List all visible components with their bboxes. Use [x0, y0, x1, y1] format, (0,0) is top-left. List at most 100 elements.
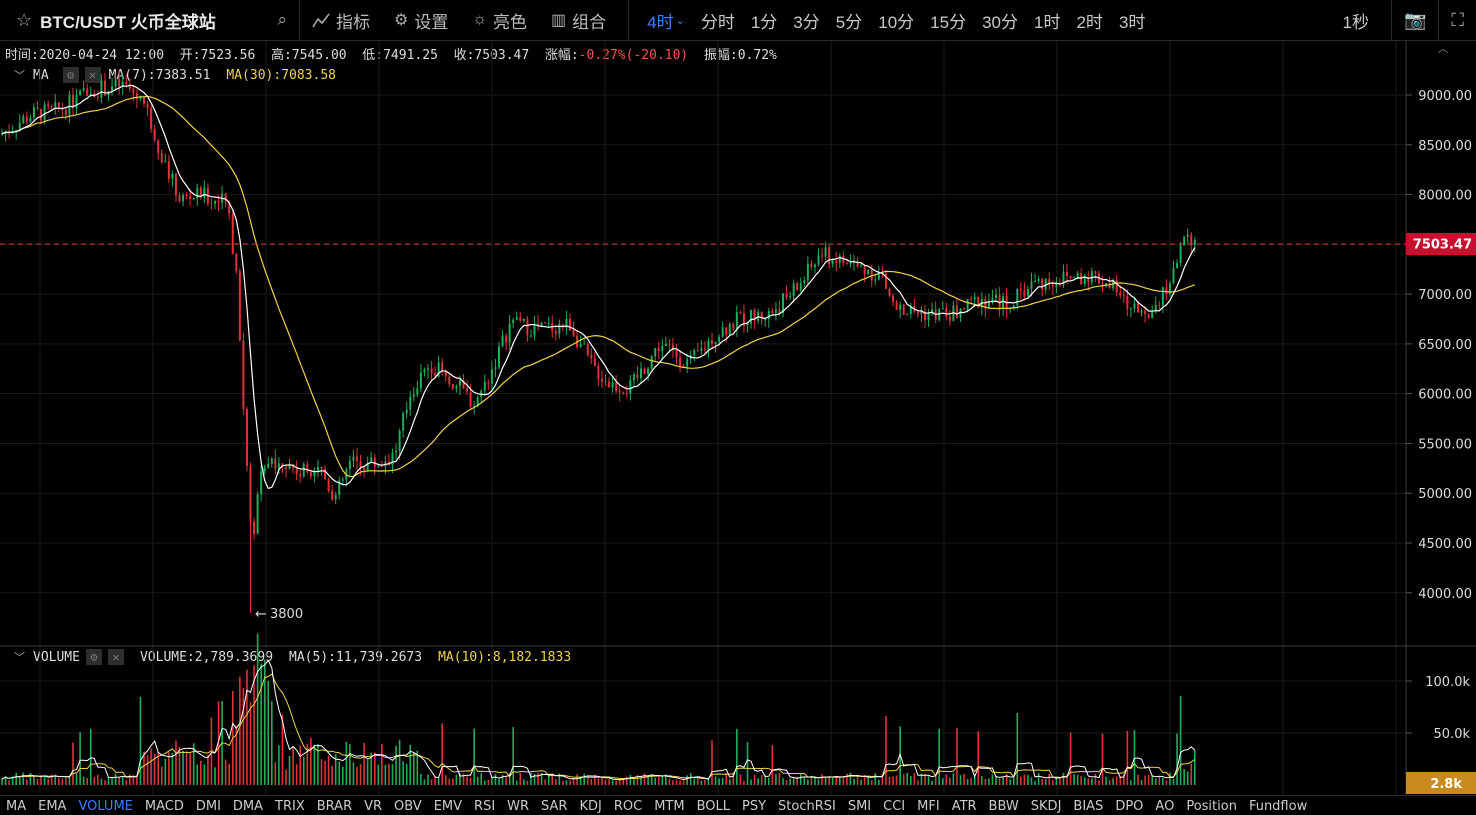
- settings-button[interactable]: ⚙ 设置: [382, 0, 460, 40]
- refresh-rate[interactable]: 1秒: [1342, 12, 1369, 32]
- interval-1m[interactable]: 1分: [750, 12, 778, 32]
- candle-body: [1058, 283, 1061, 285]
- interval-timeline[interactable]: 分时: [700, 12, 735, 32]
- candle-body: [356, 456, 358, 461]
- indicator-tab-brar[interactable]: BRAR: [316, 798, 353, 814]
- volume-tag: [1406, 772, 1476, 794]
- gear-icon[interactable]: ⚙: [62, 67, 79, 83]
- indicator-tab-obv[interactable]: OBV: [394, 798, 422, 814]
- candle-body: [778, 309, 781, 314]
- indicator-tab-sar[interactable]: SAR: [541, 798, 568, 814]
- indicator-tab-rsi[interactable]: RSI: [474, 798, 496, 814]
- volume-bar: [214, 767, 216, 785]
- indicator-tab-bias[interactable]: BIAS: [1073, 798, 1104, 814]
- volume-bar: [391, 764, 394, 785]
- indicator-tab-kdj[interactable]: KDJ: [579, 798, 602, 814]
- candle-body: [757, 311, 760, 321]
- fullscreen-icon[interactable]: ⛶: [1451, 9, 1464, 30]
- candle-body: [40, 109, 43, 121]
- indicator-button[interactable]: 指标: [300, 0, 382, 40]
- candle-body: [256, 494, 259, 534]
- volume-bar: [299, 745, 301, 785]
- volume-bar: [558, 773, 561, 785]
- indicator-tab-ema[interactable]: EMA: [38, 798, 67, 814]
- indicator-tab-mtm[interactable]: MTM: [654, 798, 685, 814]
- layout-button[interactable]: ▥ 组合: [539, 0, 618, 40]
- indicator-tab-skdj[interactable]: SKDJ: [1030, 798, 1062, 814]
- theme-button[interactable]: ☼ 亮色: [460, 0, 539, 40]
- interval-2h[interactable]: 2时: [1076, 12, 1103, 32]
- interval-30m[interactable]: 30分: [982, 12, 1018, 32]
- interval-3h[interactable]: 3时: [1118, 12, 1146, 32]
- volume-bar: [224, 759, 227, 785]
- price-tick-label: 8000.00: [1418, 189, 1472, 204]
- indicator-tab-smi[interactable]: SMI: [847, 798, 872, 814]
- indicator-tab-volume[interactable]: VOLUME: [78, 798, 133, 814]
- volume-bar: [89, 728, 92, 785]
- chevron-down-icon[interactable]: ⌄: [675, 14, 685, 27]
- candle-body: [938, 309, 941, 320]
- symbol-title[interactable]: BTC/USDT 火币全球站: [40, 12, 216, 32]
- volume-bar: [945, 774, 948, 785]
- indicator-tab-stochrsi[interactable]: StochRSI: [778, 798, 836, 814]
- volume-bar: [150, 748, 152, 785]
- candle-body: [79, 90, 82, 96]
- indicator-tab-cci[interactable]: CCI: [883, 798, 906, 814]
- gear-icon[interactable]: ⚙: [85, 649, 102, 665]
- candle-body: [36, 107, 39, 110]
- indicator-tab-vr[interactable]: VR: [364, 798, 383, 814]
- interval-10m[interactable]: 10分: [878, 12, 915, 32]
- scroll-up-icon[interactable]: ︿: [1438, 42, 1449, 55]
- indicator-tab-mfi[interactable]: MFI: [917, 798, 940, 814]
- volume-bar: [682, 778, 685, 785]
- camera-icon[interactable]: 📷: [1403, 9, 1427, 30]
- candle-body: [817, 255, 820, 265]
- indicator-tab-wr[interactable]: WR: [507, 798, 530, 814]
- interval-15m[interactable]: 15分: [930, 12, 967, 32]
- close-icon[interactable]: ✕: [84, 67, 101, 83]
- indicator-tab-emv[interactable]: EMV: [433, 798, 463, 814]
- indicator-tab-dmi[interactable]: DMI: [195, 798, 221, 814]
- candle-body: [703, 348, 706, 350]
- candle-body: [647, 368, 650, 374]
- candle-body: [1051, 284, 1054, 287]
- interval-active[interactable]: 4时: [647, 12, 674, 32]
- candle-body: [725, 327, 728, 335]
- candle-body: [363, 467, 366, 470]
- volume-bar: [902, 774, 905, 785]
- volume-bar: [686, 775, 688, 785]
- star-icon[interactable]: ☆: [16, 9, 33, 30]
- indicator-tab-position[interactable]: Position: [1186, 798, 1237, 814]
- candle-body: [597, 365, 600, 379]
- search-icon[interactable]: ⌕: [277, 10, 287, 29]
- indicator-tab-trix[interactable]: TRIX: [275, 798, 305, 814]
- collapse-icon[interactable]: ﹀: [14, 69, 25, 82]
- candle-body: [54, 102, 57, 107]
- indicator-tab-bbw[interactable]: BBW: [988, 798, 1019, 814]
- candle-body: [61, 109, 64, 111]
- close-icon[interactable]: ✕: [107, 649, 124, 665]
- indicator-tab-ao[interactable]: AO: [1155, 798, 1175, 814]
- indicator-tab-dpo[interactable]: DPO: [1115, 798, 1144, 814]
- settings-label: 设置: [414, 12, 449, 32]
- collapse-icon[interactable]: ﹀: [14, 651, 25, 664]
- indicator-tab-ma[interactable]: MA: [6, 798, 27, 814]
- candle-body: [835, 260, 838, 263]
- candle-body: [884, 273, 887, 289]
- volume-bar: [274, 762, 277, 785]
- indicator-tab-macd[interactable]: MACD: [144, 798, 184, 814]
- volume-bar: [1055, 777, 1058, 785]
- indicator-tab-atr[interactable]: ATR: [951, 798, 977, 814]
- indicator-tab-roc[interactable]: ROC: [613, 798, 643, 814]
- candle-body: [221, 193, 224, 203]
- interval-5m[interactable]: 5分: [835, 12, 863, 32]
- interval-1h[interactable]: 1时: [1034, 12, 1061, 32]
- interval-3m[interactable]: 3分: [793, 12, 820, 32]
- candle-body: [501, 335, 504, 347]
- indicator-tab-psy[interactable]: PSY: [741, 798, 767, 814]
- indicator-tab-dma[interactable]: DMA: [232, 798, 264, 814]
- indicator-tab-fundflow[interactable]: Fundflow: [1248, 798, 1308, 814]
- volume-bar: [512, 727, 514, 785]
- indicator-tab-boll[interactable]: BOLL: [696, 798, 730, 814]
